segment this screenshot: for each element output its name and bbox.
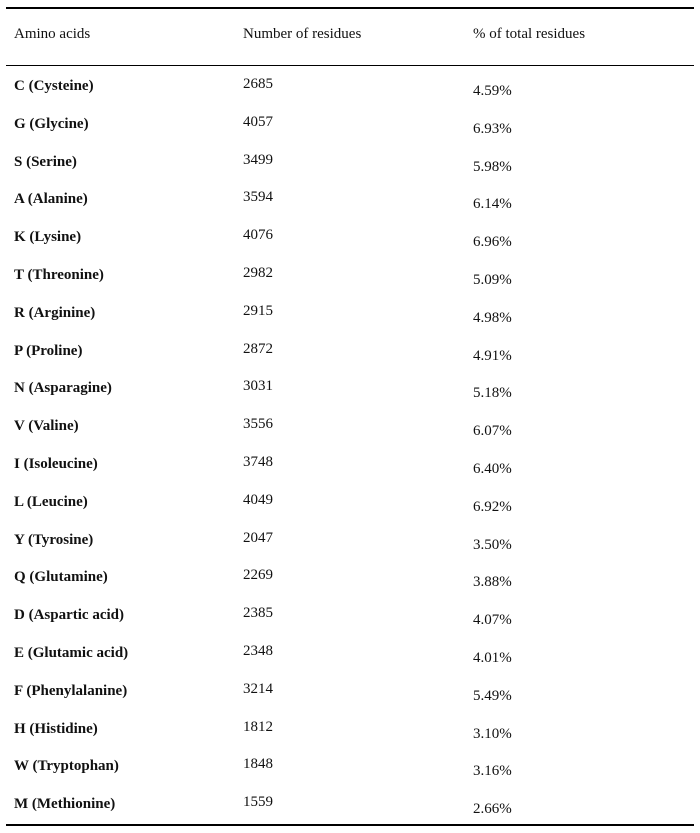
table-row: W (Tryptophan) 1848 3.16% [6,756,694,794]
amino-acid-name: C (Cysteine) [14,78,94,94]
table-row: Y (Tyrosine) 2047 3.50% [6,530,694,568]
table-header-rule [6,65,694,66]
residue-percent: 6.96% [473,234,512,251]
residue-count: 2269 [243,567,273,584]
residue-percent: 5.09% [473,271,512,288]
residue-percent: 6.14% [473,196,512,213]
table-row: L (Leucine) 4049 6.92% [6,492,694,530]
residue-percent: 6.92% [473,498,512,515]
residue-percent: 6.40% [473,460,512,477]
residue-count: 3214 [243,680,273,697]
table-row: H (Histidine) 1812 3.10% [6,719,694,757]
residue-count: 3594 [243,189,273,206]
amino-acid-name: M (Methionine) [14,796,116,813]
residue-count: 4049 [243,491,273,508]
amino-acid-name: I (Isoleucine) [14,455,98,472]
header-percent-of-total: % of total residues [473,26,586,42]
residue-count: 1812 [243,718,273,735]
table-row: M (Methionine) 1559 2.66% [6,794,694,832]
amino-acid-name: R (Arginine) [14,304,96,321]
header-number-of-residues: Number of residues [243,26,362,42]
table-row: N (Asparagine) 3031 5.18% [6,378,694,416]
amino-acid-name: G (Glycine) [14,115,89,132]
table-row: E (Glutamic acid) 2348 4.01% [6,643,694,681]
residue-count: 1848 [243,756,273,773]
residue-percent: 4.98% [473,309,512,326]
amino-acid-name: D (Aspartic acid) [14,607,124,624]
amino-acid-name: A (Alanine) [14,191,88,208]
residue-count: 1559 [243,794,273,811]
table-row: Q (Glutamine) 2269 3.88% [6,567,694,605]
table-row: R (Arginine) 2915 4.98% [6,303,694,341]
residue-count: 3031 [243,378,273,395]
residue-percent: 3.50% [473,536,512,553]
table-row: T (Threonine) 2982 5.09% [6,265,694,303]
residue-percent: 3.10% [473,725,512,742]
table-row: C (Cysteine) 2685 4.59% [6,76,694,114]
table-row: K (Lysine) 4076 6.96% [6,227,694,265]
residue-count: 3748 [243,453,273,470]
residue-percent: 4.91% [473,347,512,364]
amino-acid-name: L (Leucine) [14,493,88,510]
amino-acid-name: T (Threonine) [14,266,104,283]
amino-acid-name: V (Valine) [14,418,79,435]
table-row: A (Alanine) 3594 6.14% [6,189,694,227]
table-row: D (Aspartic acid) 2385 4.07% [6,605,694,643]
amino-acid-name: E (Glutamic acid) [14,644,129,661]
residue-percent: 5.98% [473,158,512,175]
amino-acid-name: F (Phenylalanine) [14,682,128,699]
amino-acid-name: H (Histidine) [14,720,98,737]
residue-percent: 3.16% [473,763,512,780]
table-body: C (Cysteine) 2685 4.59% G (Glycine) 4057 6.93… [6,76,694,832]
amino-acid-name: P (Proline) [14,342,83,359]
table-row: S (Serine) 3499 5.98% [6,152,694,190]
residue-count: 2047 [243,529,273,546]
residue-percent: 2.66% [473,801,512,818]
residue-count: 4076 [243,227,273,244]
table-row: V (Valine) 3556 6.07% [6,416,694,454]
residue-percent: 4.01% [473,649,512,666]
table-bottom-rule [6,824,694,826]
residue-percent: 5.49% [473,687,512,704]
table-row: F (Phenylalanine) 3214 5.49% [6,681,694,719]
table-top-rule [6,7,694,9]
residue-percent: 5.18% [473,385,512,402]
residue-count: 2385 [243,605,273,622]
residue-count: 4057 [243,113,273,130]
table-row: I (Isoleucine) 3748 6.40% [6,454,694,492]
table-header-row: Amino acids Number of residues % of tota… [6,26,694,48]
residue-count: 3556 [243,416,273,433]
residue-count: 2872 [243,340,273,357]
table-row: P (Proline) 2872 4.91% [6,341,694,379]
amino-acid-name: Y (Tyrosine) [14,531,94,548]
amino-acid-name: S (Serine) [14,153,77,170]
amino-acid-name: N (Asparagine) [14,380,112,397]
residue-percent: 3.88% [473,574,512,591]
residue-percent: 6.93% [473,120,512,137]
amino-acid-name: K (Lysine) [14,229,82,246]
residue-count: 2685 [243,76,273,92]
residue-percent: 4.07% [473,612,512,629]
table-row: G (Glycine) 4057 6.93% [6,114,694,152]
header-amino-acids: Amino acids [14,26,91,42]
residue-percent: 4.59% [473,83,512,99]
residue-percent: 6.07% [473,423,512,440]
residue-count: 2982 [243,264,273,281]
residue-count: 3499 [243,151,273,168]
residue-count: 2915 [243,302,273,319]
amino-acid-name: W (Tryptophan) [14,758,119,775]
amino-acid-name: Q (Glutamine) [14,569,108,586]
residue-count: 2348 [243,642,273,659]
